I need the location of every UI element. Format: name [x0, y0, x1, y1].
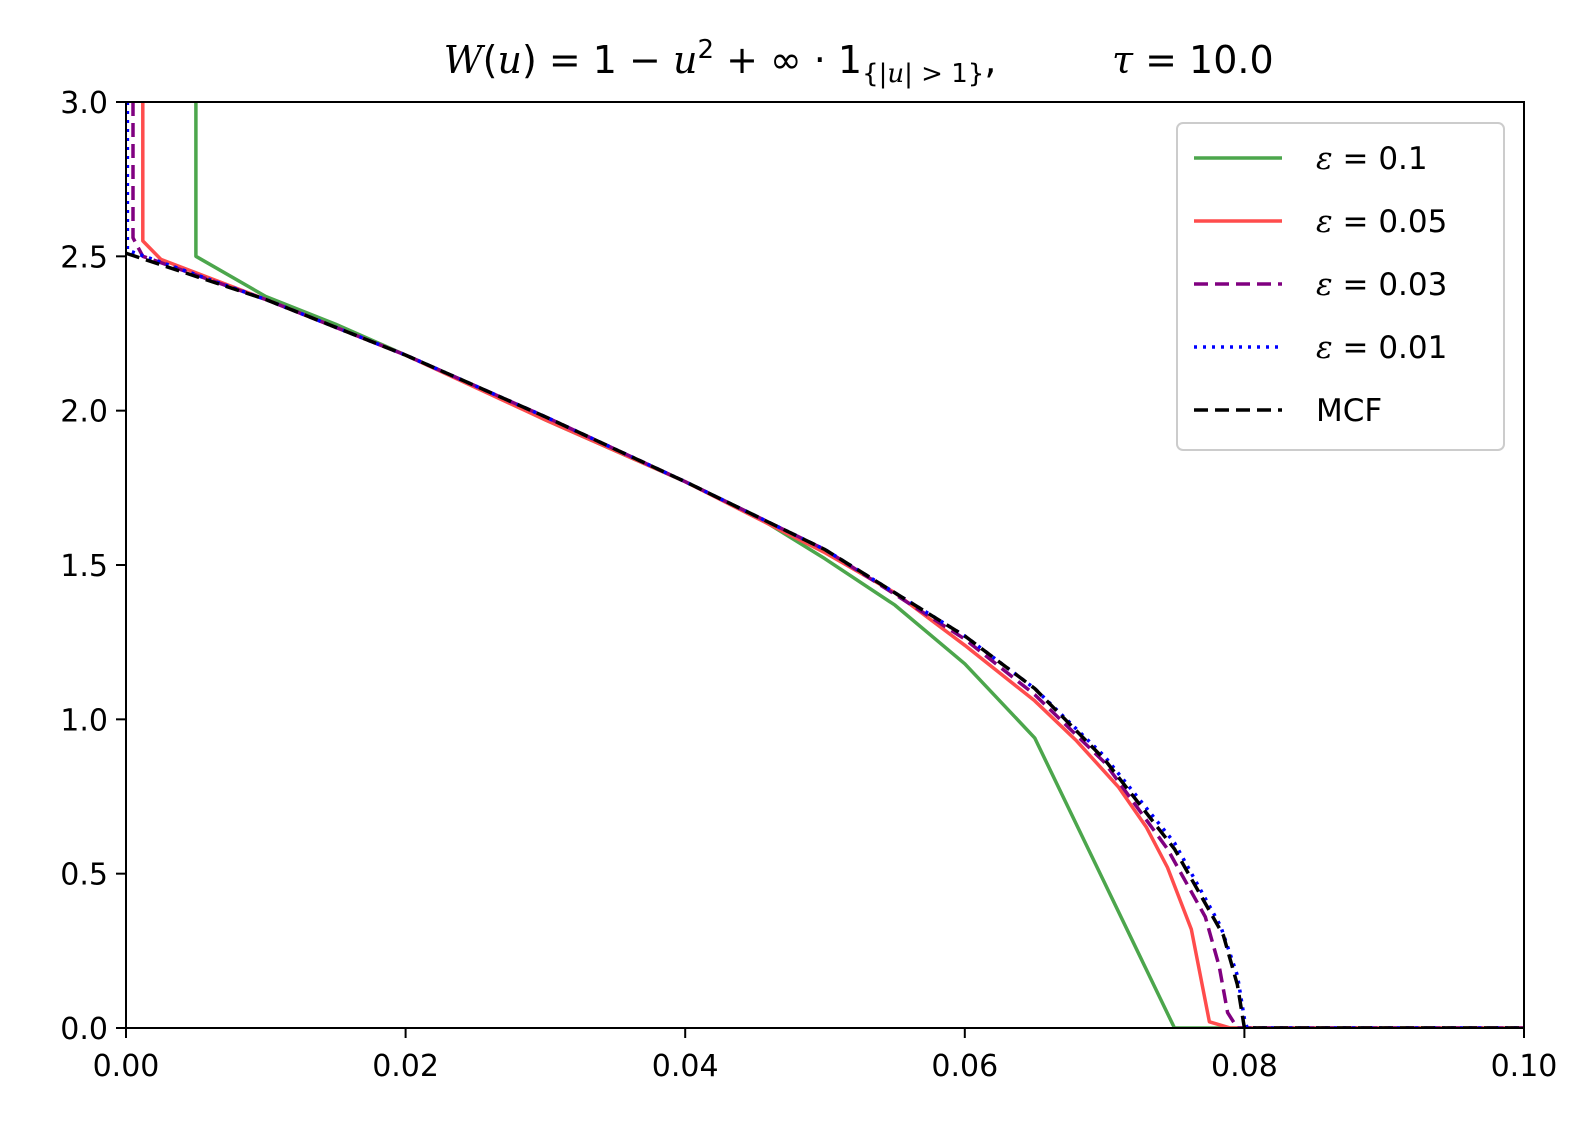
legend-value: = 0.05: [1333, 204, 1448, 240]
legend-symbol: ε: [1316, 330, 1333, 366]
legend-symbol: ε: [1316, 204, 1333, 240]
legend-label: ε = 0.1: [1316, 141, 1428, 177]
chart-title-tau: τ = 10.0: [1112, 38, 1274, 82]
title-part: 2: [697, 35, 714, 65]
title-part: W: [444, 38, 486, 82]
legend-label: ε = 0.05: [1316, 204, 1447, 240]
y-axis: 0.0 0.5 1.0 1.5 2.0 2.5 3.0: [60, 86, 126, 1047]
y-tick-label: 2.5: [60, 240, 108, 275]
x-tick-label: 0.02: [372, 1049, 439, 1084]
title-part: u: [887, 59, 904, 89]
y-tick-label: 0.0: [60, 1012, 108, 1047]
title-part: u: [497, 38, 521, 82]
legend-value: = 0.03: [1333, 267, 1448, 303]
x-axis: 0.00 0.02 0.04 0.06 0.08 0.10: [93, 1028, 1558, 1084]
legend-box: [1176, 122, 1505, 451]
legend-value: MCF: [1316, 393, 1382, 429]
title-part: = 10.0: [1133, 38, 1274, 82]
series-line-5: [126, 251, 1524, 1028]
series-line-3: [131, 102, 1524, 1028]
legend-value: = 0.1: [1333, 141, 1428, 177]
series-layer: [126, 102, 1524, 1028]
x-tick-label: 0.06: [931, 1049, 998, 1084]
x-tick-label: 0.10: [1491, 1049, 1558, 1084]
x-tick-label: 0.00: [93, 1049, 160, 1084]
title-part: + ∞ · 1: [714, 38, 862, 82]
legend-value: = 0.01: [1333, 330, 1448, 366]
title-part: | > 1}: [904, 59, 984, 89]
legend-label: ε = 0.01: [1316, 330, 1447, 366]
y-tick-label: 2.0: [60, 395, 108, 430]
x-tick-label: 0.04: [652, 1049, 719, 1084]
y-tick-label: 1.0: [60, 703, 108, 738]
y-tick-label: 3.0: [60, 86, 108, 121]
legend-symbol: ε: [1316, 141, 1333, 177]
chart-title: W(u) = 1 − u2 + ∞ · 1{|u| > 1},: [444, 35, 997, 89]
title-part: ,: [984, 38, 996, 82]
y-tick-label: 1.5: [60, 549, 108, 584]
legend-symbol: ε: [1316, 267, 1333, 303]
title-part: τ: [1112, 38, 1134, 82]
legend-label: ε = 0.03: [1316, 267, 1447, 303]
x-tick-label: 0.08: [1211, 1049, 1278, 1084]
title-part: {|: [862, 59, 887, 89]
y-tick-label: 0.5: [60, 858, 108, 893]
title-part: ) = 1 −: [522, 38, 673, 82]
title-part: (: [483, 38, 498, 82]
legend-label: MCF: [1316, 393, 1382, 429]
title-part: u: [673, 38, 697, 82]
